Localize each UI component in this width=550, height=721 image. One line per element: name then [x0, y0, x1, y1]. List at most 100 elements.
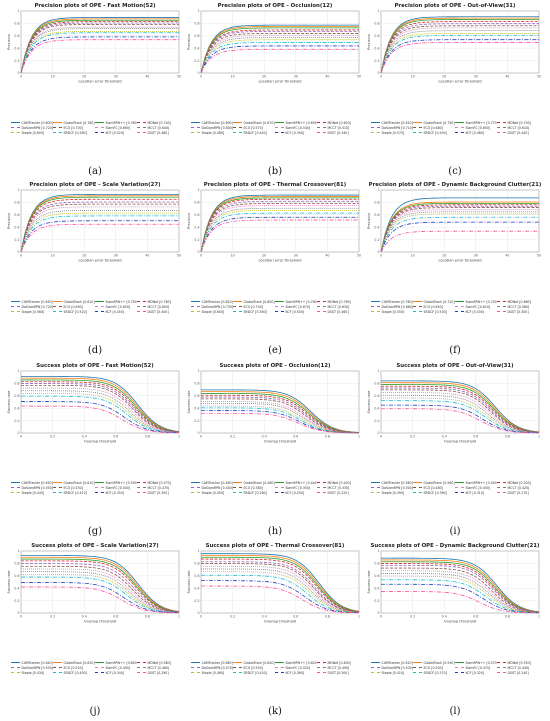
- panel-caption: (j): [89, 706, 101, 717]
- legend-label: MCCT [0.460]: [147, 665, 170, 670]
- series-line: [21, 405, 180, 434]
- legend-label: DaSiamRPN [0.500]: [381, 485, 414, 490]
- legend-item: SiamRPN++ [0.650]: [275, 120, 317, 125]
- chart-plot: 0 10 20 30 40 50 0 0.2 0.4 0.6 0.8 1 Location error …: [187, 9, 361, 83]
- series-line: [200, 194, 359, 253]
- chart-legend: CAMTracker [0.630] GlobalTrack [0.610] Sia…: [11, 480, 183, 524]
- legend-label: CAMTracker [0.610]: [381, 660, 413, 665]
- y-tick-label: 0.6: [14, 574, 19, 578]
- legend-item: GlobalTrack [0.720]: [413, 299, 455, 304]
- legend-label: Staple [0.600]: [21, 130, 45, 135]
- series-line: [200, 207, 359, 253]
- legend-swatch: [275, 487, 284, 489]
- series-line: [380, 25, 539, 74]
- legend-label: SiamFC [0.450]: [465, 485, 491, 490]
- legend-swatch: [371, 667, 380, 669]
- panel-caption: (g): [87, 526, 103, 537]
- legend-label: MDNet [0.570]: [147, 480, 171, 485]
- legend-swatch: [413, 487, 422, 489]
- y-tick-label: 0.8: [194, 201, 199, 205]
- legend-label: SiamFC [0.650]: [465, 125, 491, 130]
- series-line: [21, 558, 180, 613]
- legend-label: SRDCF [0.440]: [243, 130, 267, 135]
- x-tick-label: 50: [177, 75, 181, 79]
- legend-item: SRDCF [0.520]: [53, 309, 95, 314]
- chart-legend: CAMTracker [0.480] GlobalTrack [0.460] Sia…: [191, 480, 363, 524]
- y-tick-label: 0.2: [14, 599, 19, 603]
- panel-caption: (h): [267, 526, 283, 537]
- x-tick-label: 0.2: [50, 615, 55, 619]
- legend-swatch: [371, 122, 380, 124]
- legend-item: Staple [0.460]: [191, 670, 233, 675]
- series-line: [200, 219, 359, 253]
- series-line: [380, 201, 539, 253]
- series-line: [200, 24, 359, 74]
- series-line: [380, 204, 539, 253]
- legend-label: MCCT [0.470]: [147, 485, 170, 490]
- series-line: [20, 209, 179, 253]
- legend-label: MDNet [0.620]: [327, 120, 351, 125]
- legend-label: MDNet [0.600]: [327, 660, 351, 665]
- y-axis-label: Precision: [367, 34, 371, 50]
- chart-plot: 0 10 20 30 40 50 0 0.2 0.4 0.6 0.8 1 Location error …: [7, 9, 181, 83]
- series-line: [21, 384, 180, 433]
- x-tick-label: 30: [474, 75, 478, 79]
- legend-swatch: [191, 301, 200, 303]
- series-line: [20, 17, 179, 74]
- x-tick-label: 0.4: [262, 615, 267, 619]
- x-tick-label: 50: [177, 254, 181, 258]
- y-tick-label: 0.8: [374, 201, 379, 205]
- legend-swatch: [11, 311, 20, 313]
- legend-swatch: [53, 492, 62, 494]
- legend-swatch: [413, 311, 422, 313]
- y-tick-label: 1: [17, 549, 19, 553]
- series-line: [20, 215, 179, 253]
- legend-item: MDNet [0.680]: [497, 299, 539, 304]
- legend-label: Staple [0.600]: [201, 309, 225, 314]
- legend-item: CAMTracker [0.690]: [191, 120, 233, 125]
- series-line: [381, 380, 540, 433]
- panel-caption: (a): [88, 166, 102, 177]
- chart-title: Success plots of OPE - Dynamic Backgroun…: [370, 543, 540, 549]
- series-line: [201, 402, 360, 434]
- y-tick-label: 0.2: [194, 419, 199, 423]
- chart-legend: CAMTracker [0.810] GlobalTrack [0.790] Sia…: [371, 120, 543, 164]
- series-line: [380, 385, 540, 433]
- x-tick-label: 0: [200, 435, 202, 439]
- legend-label: MDNet [0.420]: [327, 480, 351, 485]
- legend-label: DSST [0.400]: [147, 309, 169, 314]
- legend-item: Staple [0.440]: [11, 490, 53, 495]
- chart-panel-b: Precision plots of OPE - Occlusion(12) 0 1…: [185, 2, 365, 180]
- y-tick-label: 0.6: [194, 574, 199, 578]
- y-tick-label: 0.6: [14, 213, 19, 217]
- series-line: [21, 568, 180, 613]
- x-tick-label: 0.6: [293, 435, 298, 439]
- x-tick-label: 0: [380, 435, 382, 439]
- legend-swatch: [317, 132, 326, 134]
- series-line: [380, 404, 540, 434]
- legend-label: SRDCF [0.500]: [423, 309, 447, 314]
- chart-panel-a: Precision plots of OPE - Fast Motion(52)…: [5, 2, 185, 180]
- y-tick-label: 0.2: [374, 419, 379, 423]
- legend-item: ECO [0.500]: [413, 665, 455, 670]
- legend-label: SiamFC [0.500]: [105, 485, 131, 490]
- legend-swatch: [191, 122, 200, 124]
- legend-label: SiamRPN++ [0.650]: [285, 120, 318, 125]
- y-tick-label: 0.2: [374, 599, 379, 603]
- legend-label: DSST [0.480]: [147, 130, 169, 135]
- y-tick-label: 0.2: [14, 59, 19, 63]
- legend-item: GlobalTrack [0.590]: [413, 660, 455, 665]
- legend-label: CAMTracker [0.660]: [201, 660, 233, 665]
- series-line: [200, 200, 359, 253]
- legend-item: MCCT [0.640]: [137, 125, 179, 130]
- series-line: [201, 410, 360, 434]
- legend-label: SRDCF [0.360]: [423, 490, 447, 495]
- series-line: [200, 30, 359, 74]
- legend-label: SRDCF [0.370]: [423, 670, 447, 675]
- chart-panel-g: Success plots of OPE - Fast Motion(52) 0 0…: [5, 362, 185, 540]
- legend-swatch: [233, 492, 242, 494]
- legend-item: DaSiamRPN [0.730]: [191, 304, 233, 309]
- y-tick-label: 0.8: [194, 382, 199, 386]
- series-line: [20, 30, 179, 74]
- legend-swatch: [233, 306, 242, 308]
